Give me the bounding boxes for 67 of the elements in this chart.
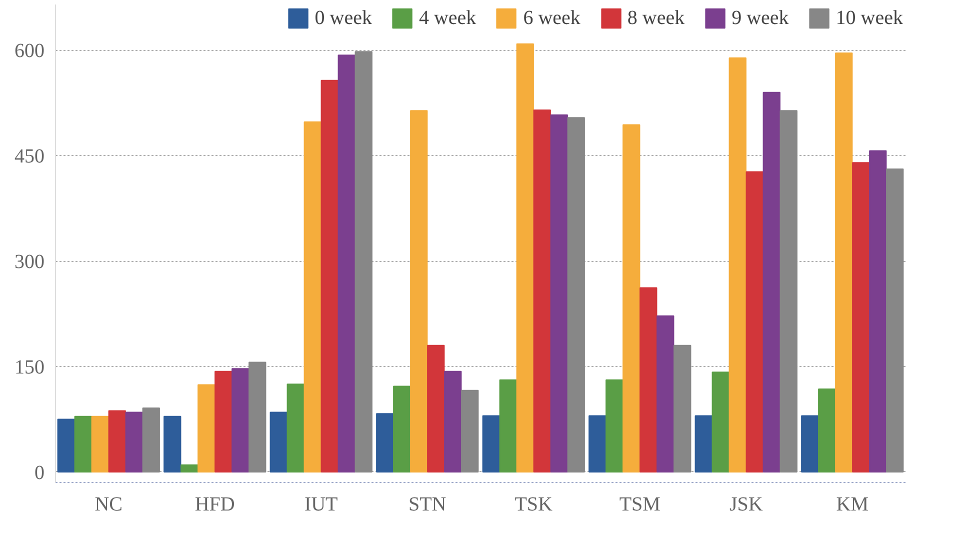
legend-label: 8 week [627,6,685,30]
legend-label: 9 week [732,6,789,30]
bar [567,117,585,472]
bar [516,43,534,472]
legend-label: 6 week [523,6,580,30]
bar [588,415,606,472]
x-tick-label: TSM [619,494,661,516]
x-tick-label: IUT [304,494,338,516]
legend-label: 0 week [314,6,372,30]
x-tick-label: JSK [729,494,764,516]
bar [393,386,411,472]
bar [728,57,746,472]
x-tick-label: HFD [194,494,235,516]
bar [354,51,372,472]
x-tick-label: STN [408,494,446,516]
bar [818,388,836,472]
bar [427,344,445,472]
bar [376,413,394,472]
bar [142,407,160,472]
bar [270,412,288,472]
bar [499,379,517,472]
bar [801,415,819,472]
bar [198,384,216,472]
bar [74,416,92,472]
bar [746,171,764,472]
bar [780,110,798,472]
bar [320,80,338,472]
y-tick-label: 0 [34,462,44,484]
bar [232,368,250,472]
bar [550,114,568,472]
bar [444,370,462,472]
bar [304,121,322,472]
bar [125,412,143,472]
bar [164,416,182,472]
bar [622,124,640,472]
x-tick-label: TSK [514,494,554,516]
y-tick-label: 300 [14,251,44,274]
bar [656,315,674,472]
bar [248,362,266,472]
bar [286,384,304,472]
bar [712,372,730,472]
bar [180,464,198,472]
x-tick-label: NC [94,494,123,516]
y-tick-label: 450 [14,146,44,168]
bar [57,418,75,472]
bar [852,162,870,472]
bar [108,410,126,472]
bar [482,415,500,472]
bar [869,150,887,472]
bar [606,379,624,472]
legend-label: 10 week [836,6,903,30]
bar [762,92,780,472]
bar [91,416,109,472]
bar [461,390,479,472]
bar [674,344,692,472]
y-tick-label: 600 [14,40,44,62]
bar [835,52,853,472]
bar [410,110,428,472]
bar [338,54,356,472]
x-tick-label: KM [836,494,869,516]
bar [886,168,904,472]
legend-label: 4 week [418,6,476,30]
bar [214,370,232,472]
y-tick-label: 150 [14,356,44,379]
bar [694,415,712,472]
bar [640,287,658,472]
bar [533,109,551,472]
